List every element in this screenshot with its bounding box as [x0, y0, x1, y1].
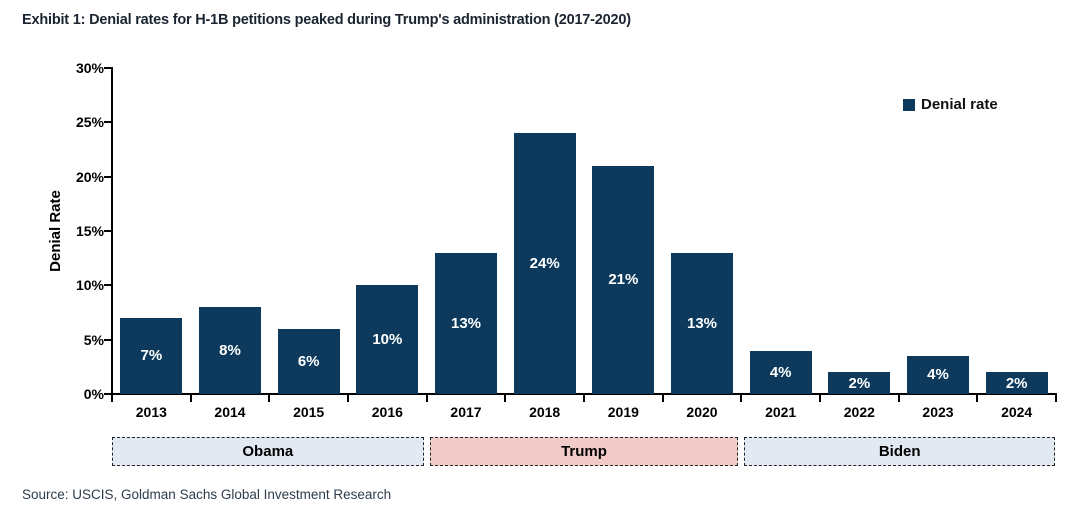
administration-box-obama: Obama	[112, 437, 424, 466]
bar-2019: 21%	[592, 165, 655, 394]
y-tick-label: 25%	[75, 114, 104, 131]
y-tick-label: 10%	[75, 277, 104, 294]
bar-2015: 6%	[277, 328, 340, 394]
bar-value-label: 4%	[927, 366, 949, 384]
x-tick-label-2021: 2021	[765, 404, 797, 420]
administration-label-obama: Obama	[242, 443, 294, 460]
y-tick-mark	[104, 175, 112, 178]
y-tick-mark	[104, 230, 112, 232]
bar-value-label: 13%	[686, 314, 718, 332]
y-tick-label: 5%	[83, 331, 104, 348]
bar-2014: 8%	[199, 307, 261, 394]
legend-label: Denial rate	[921, 96, 998, 113]
x-tick-mark	[347, 394, 349, 402]
bar-2020: 13%	[671, 252, 733, 394]
x-tick-label-2013: 2013	[135, 404, 167, 420]
bar-2016: 10%	[356, 285, 419, 394]
x-tick-mark	[504, 394, 507, 402]
bar-value-label: 6%	[297, 352, 320, 370]
x-tick-label-2020: 2020	[686, 404, 718, 420]
bar-value-label: 2%	[848, 374, 871, 392]
bar-2022: 2%	[828, 372, 891, 394]
exhibit-title: Exhibit 1: Denial rates for H-1B petitio…	[22, 12, 631, 28]
x-tick-label-2019: 2019	[607, 404, 639, 420]
x-tick-mark	[111, 394, 113, 402]
x-tick-mark	[425, 394, 428, 402]
administration-box-trump: Trump	[429, 437, 739, 466]
bar-value-label: 24%	[529, 255, 560, 273]
x-tick-mark	[897, 394, 900, 402]
y-tick-label: 0%	[83, 386, 104, 402]
y-tick-label: 15%	[75, 223, 104, 239]
y-tick-mark	[104, 67, 112, 69]
x-tick-label-2017: 2017	[450, 404, 482, 420]
y-axis-line	[111, 67, 113, 395]
bar-2021: 4%	[749, 350, 812, 394]
administration-box-biden: Biden	[744, 437, 1055, 466]
x-tick-mark	[976, 394, 979, 402]
bar-value-label: 21%	[608, 271, 639, 289]
x-tick-mark	[740, 394, 743, 402]
x-tick-label-2016: 2016	[371, 404, 403, 420]
x-tick-mark	[583, 394, 585, 402]
x-tick-label-2018: 2018	[529, 404, 561, 420]
x-tick-mark	[1055, 394, 1057, 402]
x-tick-label-2014: 2014	[214, 404, 246, 420]
y-tick-label: 30%	[75, 60, 104, 76]
y-tick-mark	[104, 121, 112, 124]
legend: Denial rate	[903, 96, 998, 113]
legend-marker-square	[903, 98, 915, 111]
y-tick-label: 20%	[75, 168, 104, 185]
bar-value-label: 8%	[219, 342, 241, 360]
bar-2023: 4%	[907, 355, 969, 394]
y-tick-mark	[104, 338, 112, 341]
administration-label-trump: Trump	[561, 443, 607, 460]
bar-2018: 24%	[513, 133, 576, 394]
bar-2013: 7%	[120, 317, 183, 394]
administration-label-biden: Biden	[878, 443, 921, 460]
bar-value-label: 4%	[769, 363, 792, 381]
x-tick-label-2022: 2022	[843, 404, 875, 420]
bar-value-label: 10%	[372, 331, 403, 349]
y-tick-mark	[104, 393, 112, 395]
x-tick-mark	[819, 394, 821, 402]
bar-value-label: 13%	[450, 314, 482, 332]
bar-2024: 2%	[985, 372, 1048, 394]
source-note: Source: USCIS, Goldman Sachs Global Inve…	[22, 487, 392, 502]
x-tick-mark	[661, 394, 664, 402]
x-tick-mark	[268, 394, 271, 402]
bar-value-label: 7%	[140, 347, 163, 365]
bar-2017: 13%	[435, 252, 497, 394]
x-tick-label-2015: 2015	[293, 404, 325, 420]
bar-value-label: 2%	[1005, 374, 1028, 392]
x-tick-label-2023: 2023	[922, 404, 954, 420]
x-tick-label-2024: 2024	[1001, 404, 1033, 420]
x-tick-mark	[189, 394, 192, 402]
y-tick-mark	[104, 284, 112, 287]
